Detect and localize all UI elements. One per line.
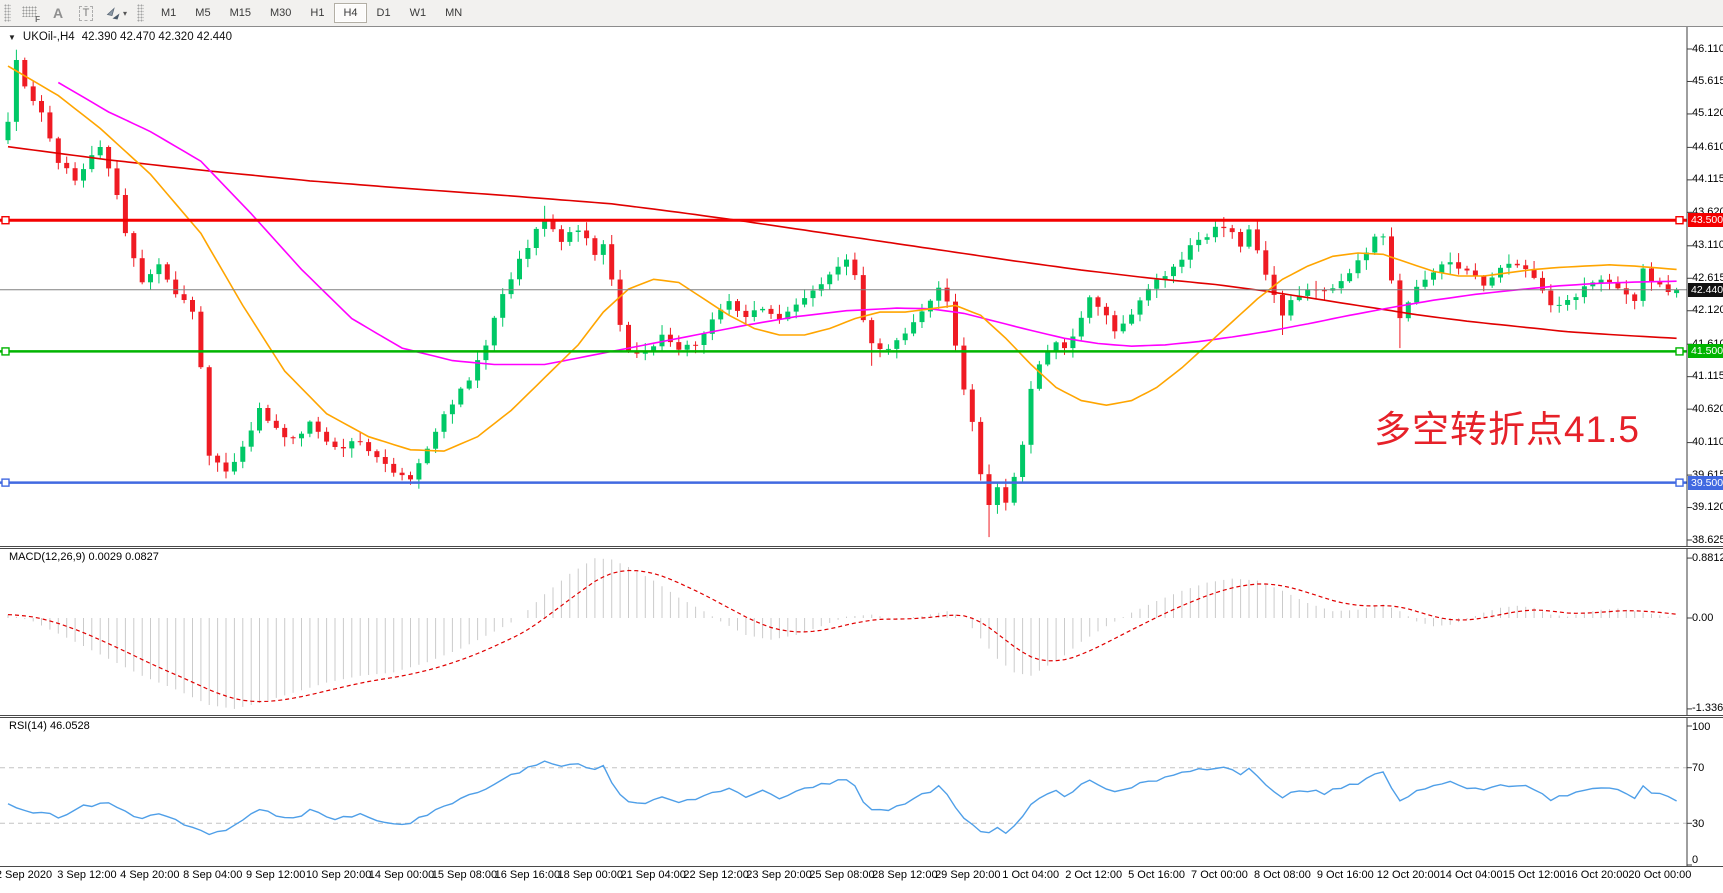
time-axis-label: 21 Sep 04:00 xyxy=(620,869,686,881)
timeframe-button-M15[interactable]: M15 xyxy=(221,3,260,23)
time-axis-label: 3 Sep 12:00 xyxy=(57,869,117,881)
arrows-object-button[interactable]: ▾ xyxy=(101,2,131,24)
collapse-triangle-icon[interactable]: ▼ xyxy=(8,32,16,42)
timeframe-button-H4[interactable]: H4 xyxy=(334,3,367,23)
text-label-button[interactable]: A xyxy=(45,2,71,24)
pivot-line-handle[interactable] xyxy=(1,347,10,356)
rsi-panel[interactable] xyxy=(0,718,1723,866)
timeframe-toolbar: M1 M5 M15 M30 H1 H4 D1 W1 MN xyxy=(152,3,471,23)
time-axis-label: 7 Oct 00:00 xyxy=(1191,869,1248,881)
support-line-handle[interactable] xyxy=(1675,478,1684,487)
time-axis-label: 5 Oct 16:00 xyxy=(1128,869,1185,881)
time-axis-label: 22 Sep 12:00 xyxy=(683,869,749,881)
macd-histogram xyxy=(7,558,1678,709)
time-axis-label: 15 Sep 08:00 xyxy=(431,869,498,881)
time-axis-label: 16 Oct 20:00 xyxy=(1565,869,1629,881)
macd-signal-line xyxy=(7,569,1677,703)
time-axis-label: 4 Sep 20:00 xyxy=(120,869,180,881)
main-price-panel[interactable] xyxy=(0,27,1723,546)
time-axis-label: 18 Sep 00:00 xyxy=(557,869,623,881)
timeframe-button-W1[interactable]: W1 xyxy=(401,3,436,23)
text-box-icon: T xyxy=(78,5,94,21)
time-axis-label: 25 Sep 08:00 xyxy=(809,869,875,881)
medium-ma-line[interactable] xyxy=(57,81,1677,366)
grid-f-button[interactable]: F xyxy=(17,2,43,24)
grid-f-icon: F xyxy=(22,6,40,24)
panel-separator[interactable] xyxy=(0,715,1723,718)
time-axis-label: 14 Sep 00:00 xyxy=(368,869,435,881)
time-axis-label: 9 Oct 16:00 xyxy=(1316,869,1374,881)
resistance-line-handle[interactable] xyxy=(1675,216,1684,225)
fast-ma-line[interactable] xyxy=(7,65,1677,452)
text-label-icon: A xyxy=(52,5,64,21)
macd-indicator-label: MACD(12,26,9) 0.0029 0.0827 xyxy=(9,551,159,563)
support-line-handle[interactable] xyxy=(1,478,10,487)
time-axis-label: 2 Sep 2020 xyxy=(0,869,53,881)
time-axis-label: 28 Sep 12:00 xyxy=(872,869,938,881)
time-axis-label: 1 Oct 04:00 xyxy=(1002,869,1060,881)
time-axis-label: 16 Sep 16:00 xyxy=(494,869,561,881)
chart-annotation-text[interactable]: 多空转折点41.5 xyxy=(1374,409,1641,450)
timeframe-button-MN[interactable]: MN xyxy=(436,3,471,23)
time-axis-divider xyxy=(0,866,1723,867)
time-axis-label: 2 Oct 12:00 xyxy=(1065,869,1123,881)
timeframe-button-M1[interactable]: M1 xyxy=(152,3,185,23)
arrows-object-icon xyxy=(106,7,120,20)
toolbar-drag-handle[interactable] xyxy=(4,4,11,22)
timeframe-button-M30[interactable]: M30 xyxy=(261,3,300,23)
rsi-indicator-label: RSI(14) 46.0528 xyxy=(9,720,90,732)
macd-panel[interactable] xyxy=(0,549,1723,715)
time-axis-label: 20 Oct 00:00 xyxy=(1628,869,1692,881)
toolbar: F A T ▾ M1 M5 M15 M30 H1 H4 D1 W1 MN xyxy=(0,0,1723,27)
candles-layer xyxy=(5,49,1680,538)
chart-title-symbol: UKOil-,H4 xyxy=(22,31,75,43)
time-axis-label: 14 Oct 04:00 xyxy=(1439,869,1503,881)
time-axis-label: 8 Sep 04:00 xyxy=(183,869,243,881)
chart-title-ohlc: 42.390 42.470 42.320 42.440 xyxy=(81,31,232,43)
chart-title: ▼ UKOil-,H4 42.390 42.470 42.320 42.440 xyxy=(8,31,232,43)
time-axis-label: 8 Oct 08:00 xyxy=(1253,869,1311,881)
time-axis-label: 10 Sep 20:00 xyxy=(305,869,372,881)
pivot-line-handle[interactable] xyxy=(1675,347,1684,356)
toolbar-separator xyxy=(137,4,145,22)
timeframe-button-H1[interactable]: H1 xyxy=(301,3,333,23)
panel-separator[interactable] xyxy=(0,546,1723,549)
time-axis-label: 29 Sep 20:00 xyxy=(935,869,1001,881)
timeframe-button-M5[interactable]: M5 xyxy=(186,3,219,23)
timeframe-button-D1[interactable]: D1 xyxy=(368,3,400,23)
text-box-button[interactable]: T xyxy=(73,2,99,24)
rsi-line xyxy=(7,760,1677,836)
time-axis-label: 23 Sep 20:00 xyxy=(746,869,812,881)
time-axis-label: 12 Oct 20:00 xyxy=(1376,869,1440,881)
resistance-line-handle[interactable] xyxy=(1,216,10,225)
time-axis-label: 15 Oct 12:00 xyxy=(1502,869,1566,881)
slow-ma-line[interactable] xyxy=(7,145,1677,340)
time-axis-label: 9 Sep 12:00 xyxy=(246,869,306,881)
dropdown-caret-icon: ▾ xyxy=(123,8,128,18)
